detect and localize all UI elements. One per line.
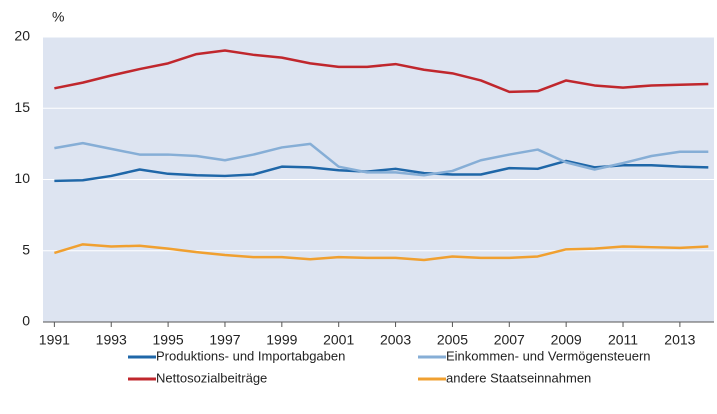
x-tick-label: 1993 bbox=[96, 332, 127, 348]
x-tick-label: 2011 bbox=[608, 332, 638, 348]
x-tick-label: 2003 bbox=[380, 332, 411, 348]
x-tick-label: 2005 bbox=[437, 332, 468, 348]
x-tick-label: 1999 bbox=[266, 332, 297, 348]
legend-label: Einkommen- und Vermögensteuern bbox=[446, 348, 651, 363]
x-tick-label: 2001 bbox=[323, 332, 354, 348]
y-tick-label: 20 bbox=[14, 28, 30, 44]
series-line bbox=[54, 49, 709, 94]
x-tick-label: 1997 bbox=[209, 332, 240, 348]
y-tick-label: 5 bbox=[22, 241, 30, 257]
x-tick-label: 2007 bbox=[494, 332, 525, 348]
x-tick-label: 1995 bbox=[153, 332, 184, 348]
y-tick-label: 15 bbox=[14, 99, 30, 115]
legend: Produktions- und Importabgaben Einkommen-… bbox=[128, 348, 651, 385]
y-tick-label: 10 bbox=[14, 170, 30, 186]
unit-label: % bbox=[52, 9, 64, 25]
x-tick-label: 2013 bbox=[664, 332, 695, 348]
x-tick-label: 1991 bbox=[39, 332, 70, 348]
series-line bbox=[54, 159, 709, 183]
legend-label: Produktions- und Importabgaben bbox=[156, 348, 345, 363]
x-tick-label: 2009 bbox=[551, 332, 582, 348]
series-line bbox=[54, 141, 709, 177]
legend-label: andere Staatseinnahmen bbox=[446, 370, 591, 385]
series-line bbox=[54, 243, 709, 262]
legend-label: Nettosozialbeiträge bbox=[156, 370, 267, 385]
y-tick-label: 0 bbox=[22, 313, 30, 329]
